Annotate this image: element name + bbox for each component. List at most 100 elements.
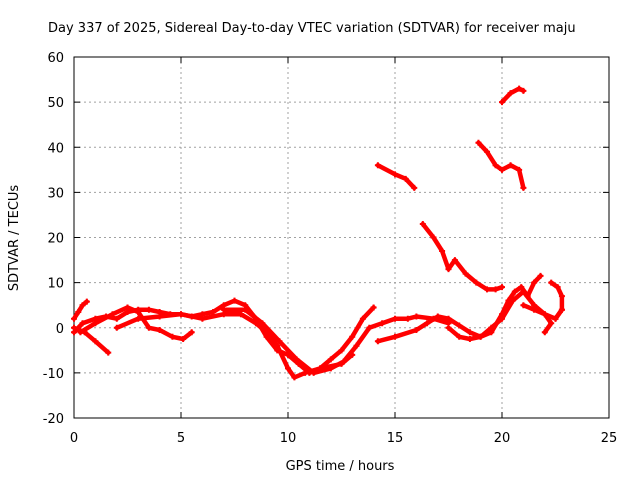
chart-title: Day 337 of 2025, Sidereal Day-to-day VTE… — [48, 21, 576, 36]
data-point-track-4-9 — [188, 329, 195, 336]
data-point-track-9-5 — [462, 270, 469, 277]
data-point-track-12-10 — [531, 279, 538, 286]
data-point-track-5-1 — [135, 315, 142, 322]
data-point-track-10-1 — [484, 148, 491, 155]
data-point-track-5-2 — [156, 313, 163, 320]
data-point-track-7-5 — [445, 315, 452, 322]
x-tick-label-0: 0 — [70, 431, 78, 446]
series-line-track-3 — [71, 325, 111, 355]
data-point-track-6-3 — [276, 338, 283, 345]
data-point-track-12-5 — [499, 311, 505, 318]
data-point-track-6-12 — [404, 315, 411, 322]
data-point-track-12-9 — [524, 293, 531, 300]
series-track-9 — [419, 220, 505, 293]
data-point-track-5-3 — [178, 311, 184, 318]
data-point-track-4-2 — [109, 311, 116, 318]
data-point-track-6-6 — [327, 365, 334, 372]
y-tick-label-7: 50 — [47, 96, 64, 111]
data-point-track-14-1 — [554, 284, 561, 291]
data-point-track-3-3 — [105, 349, 112, 356]
series-track-10 — [475, 139, 527, 191]
series-track-12 — [445, 272, 544, 343]
data-point-track-6-2 — [259, 320, 266, 327]
data-point-track-14-3 — [558, 306, 565, 313]
x-tick-label-2: 10 — [280, 431, 297, 446]
data-point-track-2-15 — [231, 297, 238, 304]
data-point-track-14-0 — [548, 279, 555, 286]
series-line-track-6 — [221, 307, 451, 376]
data-point-track-5-0 — [113, 324, 120, 331]
data-point-track-4-8 — [180, 336, 187, 343]
data-point-track-9-7 — [484, 286, 491, 293]
data-point-track-7-7 — [466, 329, 473, 336]
data-point-track-6-5 — [310, 369, 317, 376]
data-point-track-7-6 — [456, 322, 463, 329]
data-point-track-2-13 — [210, 308, 217, 315]
data-point-track-1-3 — [83, 298, 90, 305]
data-point-track-9-2 — [439, 248, 446, 255]
data-point-track-9-6 — [473, 279, 480, 286]
data-point-track-2-1 — [79, 320, 86, 327]
data-point-track-13-0 — [520, 302, 527, 309]
y-tick-label-3: 10 — [47, 277, 64, 292]
y-tick-label-0: -20 — [43, 412, 64, 427]
data-point-track-12-0 — [445, 324, 452, 331]
data-point-track-1-0 — [71, 315, 77, 322]
data-point-track-7-4 — [434, 313, 441, 320]
data-point-track-7-3 — [424, 320, 431, 327]
data-point-track-9-9 — [499, 284, 505, 291]
x-tick-label-1: 5 — [177, 431, 185, 446]
series-line-track-8 — [375, 163, 417, 191]
data-point-track-6-4 — [293, 356, 300, 363]
y-tick-label-1: -10 — [43, 367, 64, 382]
data-point-track-13-2 — [541, 311, 548, 318]
data-point-track-2-7 — [145, 306, 152, 313]
data-point-track-10-6 — [520, 184, 527, 191]
data-point-track-12-7 — [511, 288, 518, 295]
data-point-track-7-0 — [374, 338, 381, 345]
data-point-track-5-12 — [302, 369, 309, 376]
grid — [74, 57, 609, 418]
data-point-track-11-0 — [499, 99, 505, 106]
data-point-track-10-2 — [492, 162, 499, 169]
data-point-track-2-25 — [338, 347, 345, 354]
x-tick-label-3: 15 — [387, 431, 404, 446]
data-point-track-4-4 — [135, 308, 142, 315]
x-axis-label: GPS time / hours — [286, 459, 395, 474]
data-point-track-5-7 — [252, 320, 259, 327]
data-point-track-12-2 — [466, 336, 473, 343]
series-track-13 — [520, 302, 555, 336]
data-point-track-11-3 — [520, 87, 527, 94]
data-point-track-6-10 — [379, 320, 386, 327]
data-point-track-5-4 — [199, 315, 206, 322]
data-point-track-4-6 — [156, 327, 163, 334]
x-tick-label-5: 25 — [601, 431, 618, 446]
series-track-11 — [499, 85, 527, 106]
data-point-track-13-4 — [541, 329, 548, 336]
data-point-track-10-4 — [507, 162, 514, 169]
data-point-track-4-3 — [124, 304, 131, 311]
data-point-track-2-28 — [370, 304, 377, 311]
data-point-track-9-1 — [430, 234, 437, 241]
data-point-track-5-11 — [291, 374, 298, 381]
data-point-track-5-6 — [237, 311, 244, 318]
data-point-track-6-8 — [353, 342, 360, 349]
y-tick-label-6: 40 — [47, 141, 64, 156]
series-line-track-11 — [499, 86, 526, 105]
data-point-track-12-1 — [456, 333, 463, 340]
data-point-track-3-2 — [92, 338, 99, 345]
y-tick-label-2: 0 — [56, 322, 64, 337]
data-point-track-14-2 — [558, 293, 565, 300]
series-track-1 — [71, 298, 90, 322]
data-point-track-12-3 — [477, 333, 484, 340]
data-point-track-5-9 — [274, 342, 281, 349]
series-track-8 — [374, 162, 418, 191]
data-point-track-12-8 — [518, 284, 525, 291]
series-line-track-1 — [71, 299, 90, 321]
data-point-track-13-3 — [548, 320, 555, 327]
data-point-track-12-11 — [537, 272, 544, 279]
series-track-3 — [71, 324, 112, 356]
data-point-track-4-1 — [92, 320, 99, 327]
